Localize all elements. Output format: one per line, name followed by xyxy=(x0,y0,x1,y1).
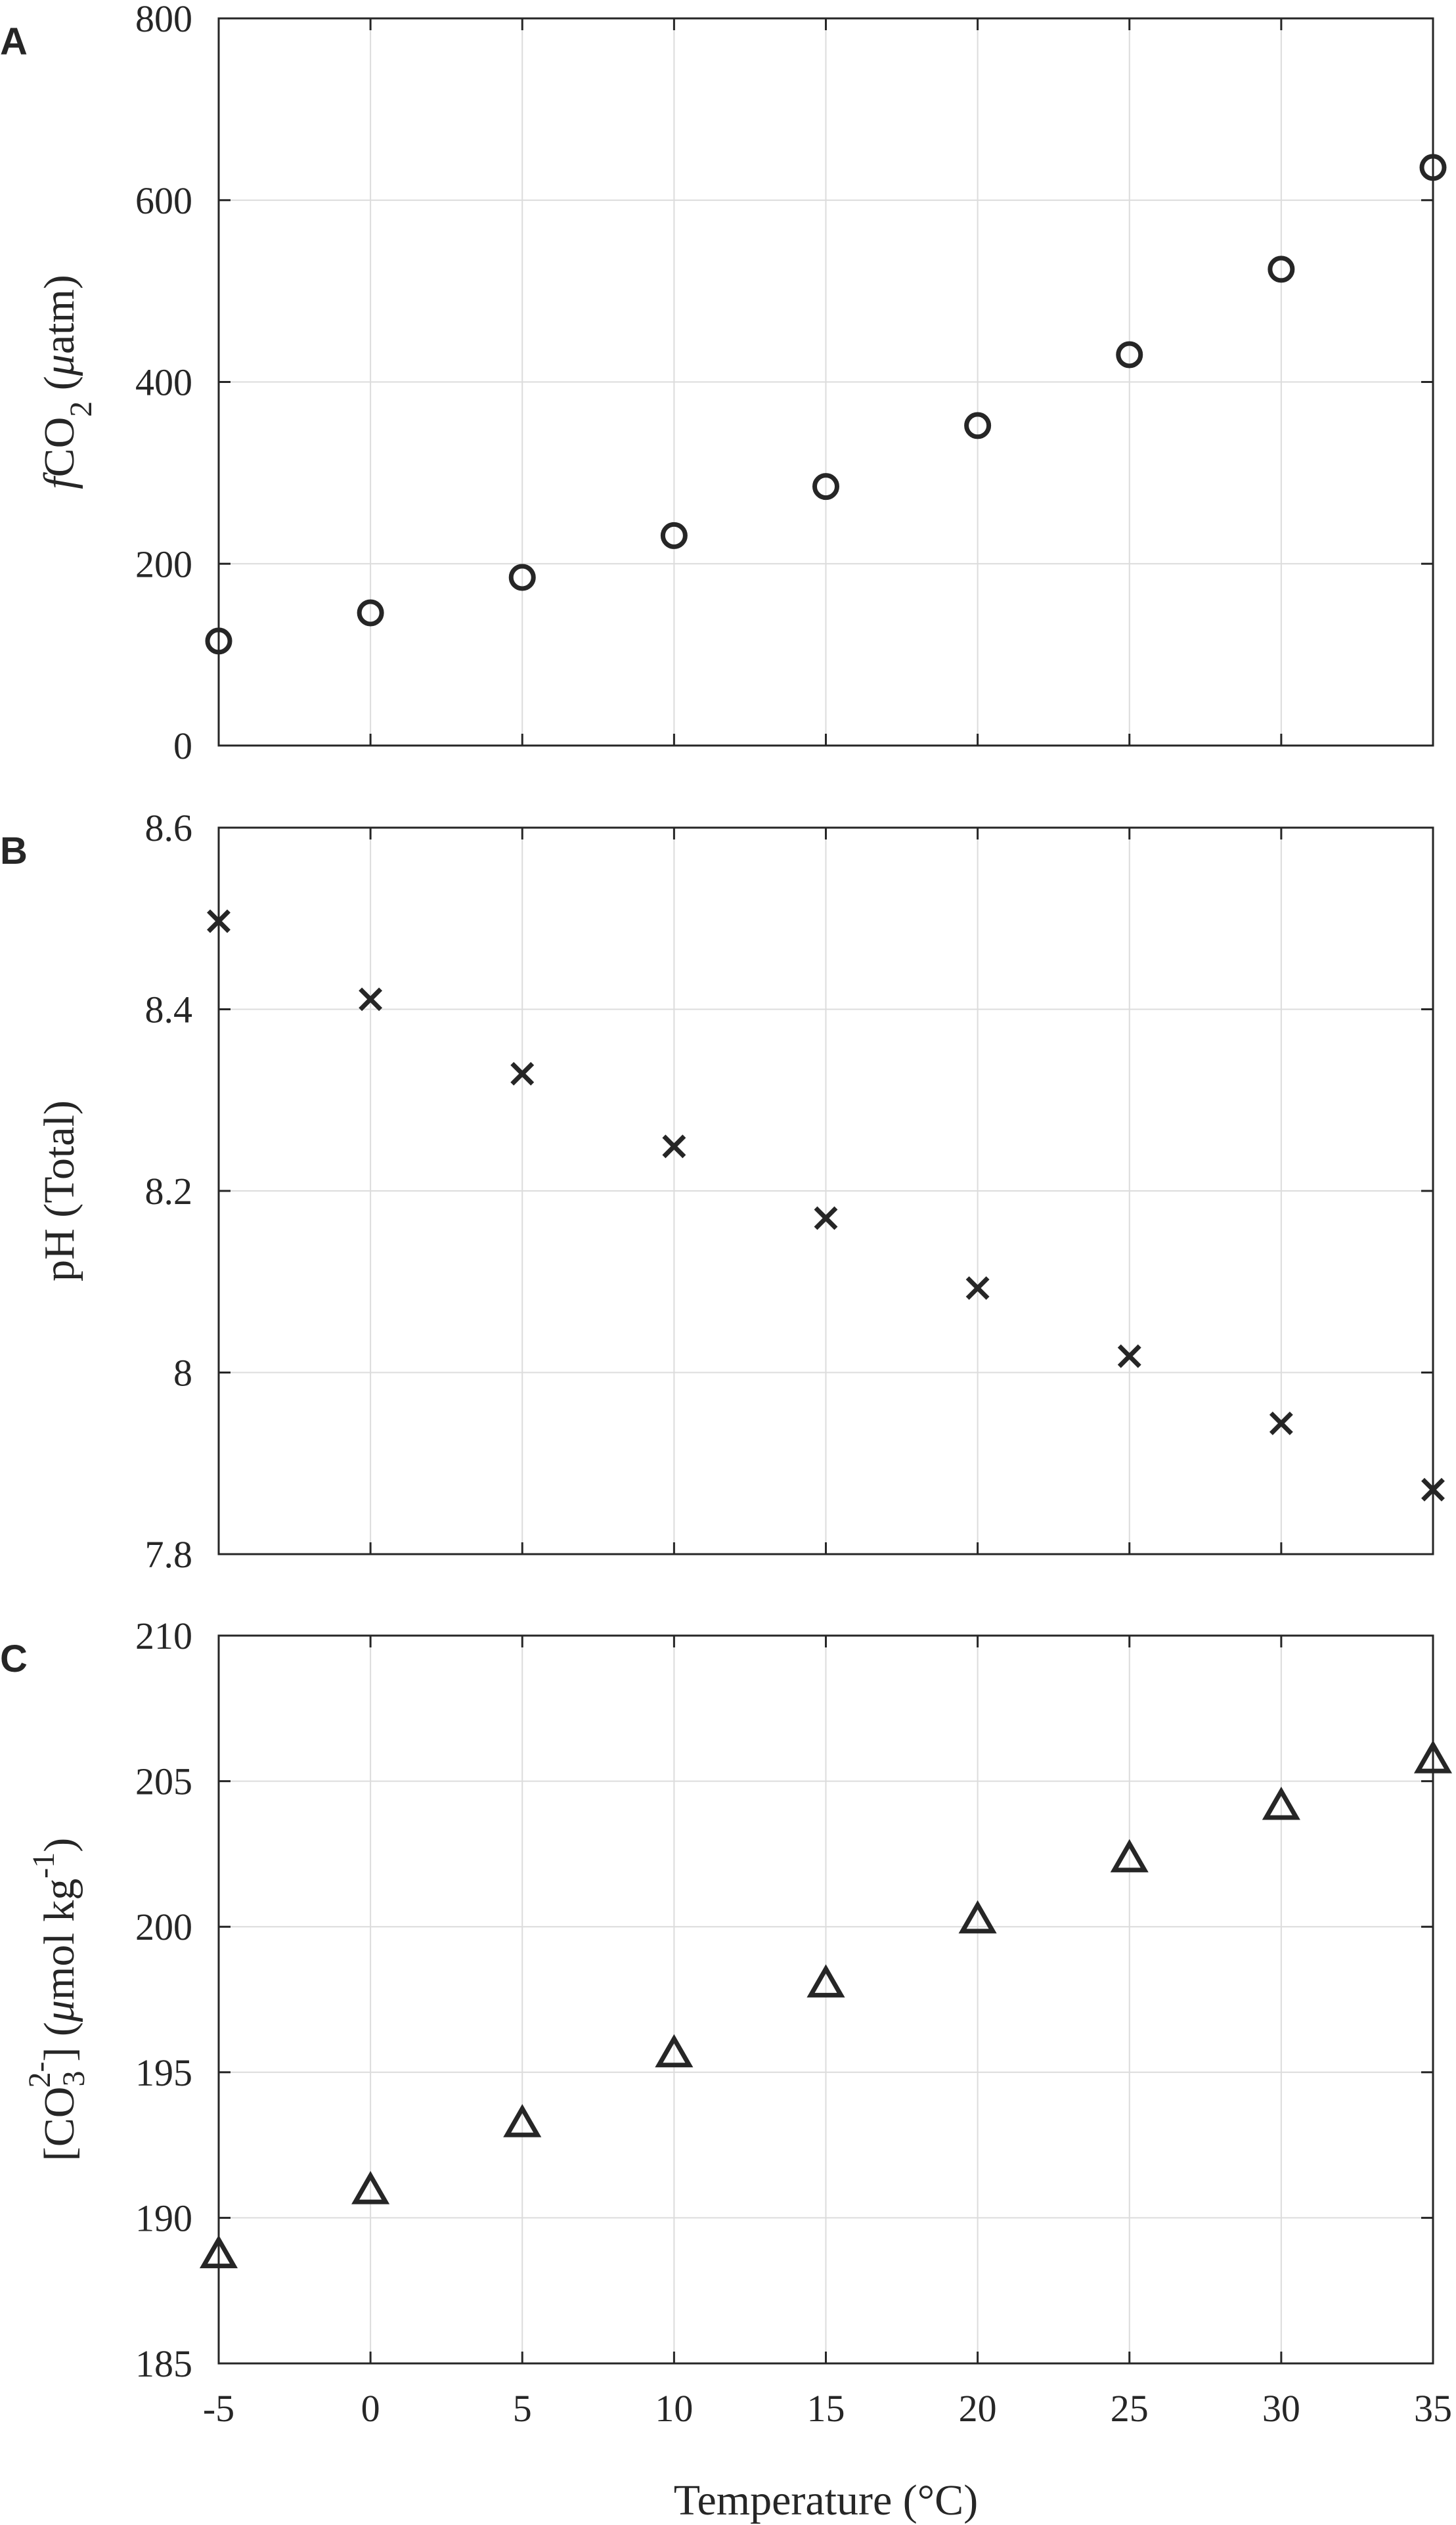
data-point-circle xyxy=(964,412,992,439)
data-point-cross xyxy=(1421,1477,1445,1502)
y-axis-label: fCO2 (μatm) xyxy=(35,275,99,489)
data-point-cross xyxy=(1117,1344,1141,1368)
x-tick-label: 15 xyxy=(807,2387,845,2430)
data-point-cross xyxy=(207,909,231,933)
y-tick-label: 200 xyxy=(135,543,192,585)
data-point-cross xyxy=(662,1134,686,1159)
y-tick-label: 8.2 xyxy=(145,1170,193,1213)
data-point-triangle xyxy=(351,2171,390,2204)
y-tick-label: 600 xyxy=(135,179,192,222)
x-axis-label: Temperature (°C) xyxy=(674,2476,978,2524)
data-point-triangle xyxy=(806,1964,845,1998)
data-point-circle xyxy=(1419,154,1447,181)
panel-letter: C xyxy=(0,1638,28,1680)
x-tick-label: 35 xyxy=(1414,2387,1452,2430)
y-tick-label: 210 xyxy=(135,1615,192,1657)
x-tick-label: 30 xyxy=(1262,2387,1300,2430)
x-tick-label: 20 xyxy=(959,2387,997,2430)
y-tick-label: 195 xyxy=(135,2051,192,2094)
x-tick-label: -5 xyxy=(203,2387,234,2430)
y-tick-label: 8 xyxy=(173,1352,192,1395)
data-point-triangle xyxy=(1262,1787,1300,1820)
data-point-cross xyxy=(1269,1411,1293,1435)
y-tick-label: 190 xyxy=(135,2197,192,2239)
data-point-circle xyxy=(1268,256,1295,283)
y-tick-label: 0 xyxy=(173,725,192,767)
data-point-cross xyxy=(359,987,383,1012)
axes-box xyxy=(217,826,1434,1555)
x-tick-label: 5 xyxy=(513,2387,532,2430)
data-point-triangle xyxy=(503,2104,542,2137)
data-point-triangle xyxy=(958,1900,997,1934)
data-point-cross xyxy=(965,1276,990,1300)
y-tick-label: 8.4 xyxy=(145,989,193,1031)
data-point-circle xyxy=(508,564,536,591)
x-tick-label: 0 xyxy=(361,2387,380,2430)
data-point-triangle xyxy=(199,2235,238,2269)
y-axis-label: pH (Total) xyxy=(35,1100,83,1282)
data-point-circle xyxy=(357,599,384,627)
y-tick-label: 7.8 xyxy=(145,1533,193,1576)
y-tick-label: 8.6 xyxy=(145,807,193,849)
data-point-triangle xyxy=(1413,1740,1453,1774)
axes-box xyxy=(217,1634,1434,2365)
panel-C: 185 190 195 200 205 210 -5 0 5 10 15 20 25 30 35 C [CO32… xyxy=(0,1615,1453,2430)
x-tick-label: 10 xyxy=(655,2387,693,2430)
y-tick-label: 205 xyxy=(135,1760,192,1803)
axes-box xyxy=(217,17,1434,747)
x-tick-label: 25 xyxy=(1111,2387,1149,2430)
y-tick-label: 200 xyxy=(135,1906,192,1948)
data-point-cross xyxy=(814,1206,838,1230)
data-point-circle xyxy=(812,473,839,501)
panel-B: 7.8 8 8.2 8.4 8.6 BpH (Total) xyxy=(0,807,1445,1576)
y-axis-label: [CO32-] (μmol kg-1) xyxy=(22,1838,91,2161)
data-point-circle xyxy=(205,627,232,655)
y-tick-label: 185 xyxy=(135,2342,192,2385)
panel-letter: B xyxy=(0,830,28,872)
panel-letter: A xyxy=(0,20,28,63)
y-tick-label: 400 xyxy=(135,361,192,404)
y-tick-label: 800 xyxy=(135,0,192,40)
data-point-triangle xyxy=(1110,1839,1149,1873)
data-point-circle xyxy=(1116,341,1143,369)
data-point-triangle xyxy=(655,2034,694,2068)
data-point-circle xyxy=(660,522,688,549)
data-point-cross xyxy=(510,1061,535,1086)
